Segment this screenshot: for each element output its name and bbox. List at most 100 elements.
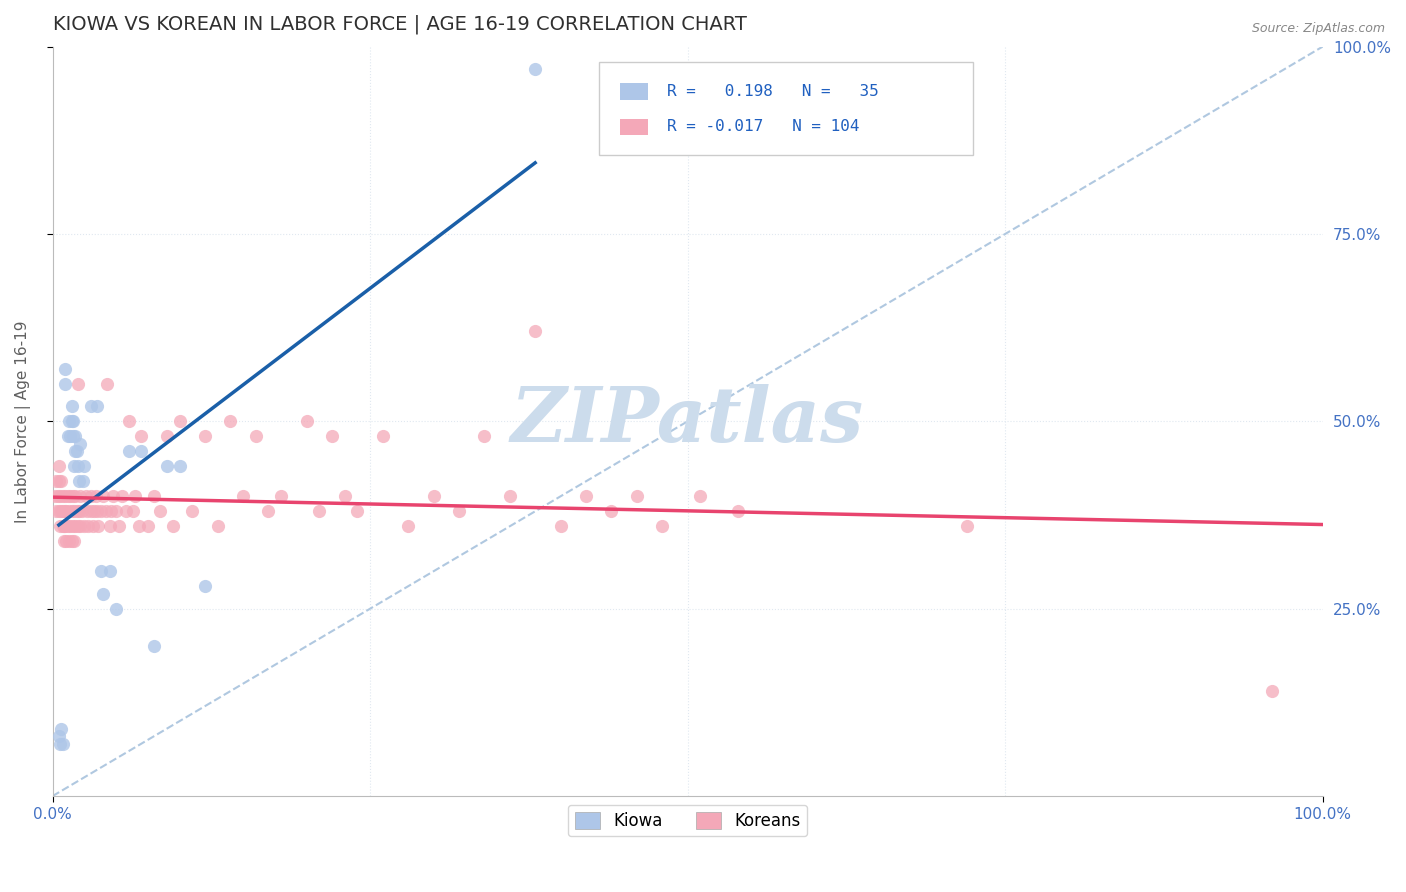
Point: [524, 62, 547, 77]
Point: [626, 489, 648, 503]
Point: [48, 729, 70, 743]
Point: [66, 459, 89, 474]
Point: [90, 564, 112, 578]
Point: [98, 564, 121, 578]
Point: [52, 519, 75, 533]
Point: [45, 475, 67, 489]
Point: [321, 429, 343, 443]
Point: [55, 534, 77, 549]
Point: [651, 519, 673, 533]
Point: [59, 429, 82, 443]
Point: [62, 519, 84, 533]
Point: [956, 519, 979, 533]
Point: [60, 534, 83, 549]
Point: [60, 400, 83, 414]
Point: [62, 414, 84, 428]
Point: [52, 489, 75, 503]
Point: [156, 429, 179, 443]
Point: [65, 489, 87, 503]
Point: [53, 519, 76, 533]
Point: [53, 489, 76, 503]
Point: [1261, 684, 1284, 698]
Legend: Kiowa, Koreans: Kiowa, Koreans: [568, 805, 807, 837]
Point: [66, 376, 89, 391]
Point: [90, 504, 112, 518]
Point: [100, 504, 122, 518]
Point: [79, 489, 101, 503]
Point: [181, 504, 204, 518]
Point: [105, 504, 128, 518]
Point: [87, 519, 110, 533]
Point: [118, 444, 141, 458]
Point: [59, 519, 82, 533]
Text: Source: ZipAtlas.com: Source: ZipAtlas.com: [1251, 22, 1385, 36]
Point: [194, 429, 217, 443]
Point: [111, 489, 134, 503]
Point: [77, 519, 100, 533]
Point: [73, 519, 96, 533]
Point: [45, 504, 67, 518]
Point: [58, 504, 80, 518]
Point: [63, 534, 86, 549]
Point: [49, 737, 72, 751]
Point: [62, 489, 84, 503]
Point: [96, 376, 118, 391]
Point: [162, 519, 184, 533]
Point: [524, 325, 547, 339]
Point: [63, 504, 86, 518]
Point: [270, 489, 292, 503]
Point: [56, 429, 79, 443]
Point: [169, 414, 191, 428]
Point: [52, 519, 75, 533]
Text: R = -0.017   N = 104: R = -0.017 N = 104: [668, 120, 859, 135]
Point: [69, 519, 91, 533]
Point: [65, 519, 87, 533]
Point: [60, 504, 83, 518]
Point: [107, 519, 129, 533]
Point: [169, 459, 191, 474]
Point: [63, 459, 86, 474]
Point: [118, 414, 141, 428]
Point: [86, 504, 108, 518]
Point: [124, 489, 146, 503]
Point: [56, 489, 79, 503]
Point: [76, 504, 98, 518]
Point: [79, 504, 101, 518]
FancyBboxPatch shape: [599, 62, 973, 155]
Point: [308, 504, 330, 518]
Point: [91, 489, 114, 503]
Point: [75, 489, 97, 503]
Point: [98, 519, 121, 533]
Point: [53, 504, 76, 518]
Point: [51, 475, 73, 489]
Point: [600, 504, 623, 518]
Point: [82, 519, 104, 533]
Point: [48, 475, 70, 489]
Point: [333, 489, 356, 503]
Point: [51, 504, 73, 518]
Point: [422, 489, 444, 503]
Point: [447, 504, 470, 518]
Point: [232, 489, 254, 503]
Text: ZIPatlas: ZIPatlas: [510, 384, 865, 458]
Point: [245, 429, 267, 443]
Point: [66, 519, 89, 533]
Point: [66, 444, 89, 458]
Point: [115, 504, 138, 518]
Point: [295, 414, 318, 428]
Point: [69, 437, 91, 451]
Point: [346, 504, 368, 518]
Point: [58, 534, 80, 549]
Point: [52, 737, 75, 751]
Point: [136, 519, 159, 533]
Point: [69, 489, 91, 503]
Point: [62, 429, 84, 443]
Text: R =   0.198   N =   35: R = 0.198 N = 35: [668, 84, 879, 99]
Point: [65, 429, 87, 443]
Point: [128, 519, 150, 533]
Point: [131, 429, 153, 443]
Point: [472, 429, 495, 443]
Point: [67, 504, 90, 518]
Point: [84, 489, 107, 503]
Point: [52, 534, 75, 549]
